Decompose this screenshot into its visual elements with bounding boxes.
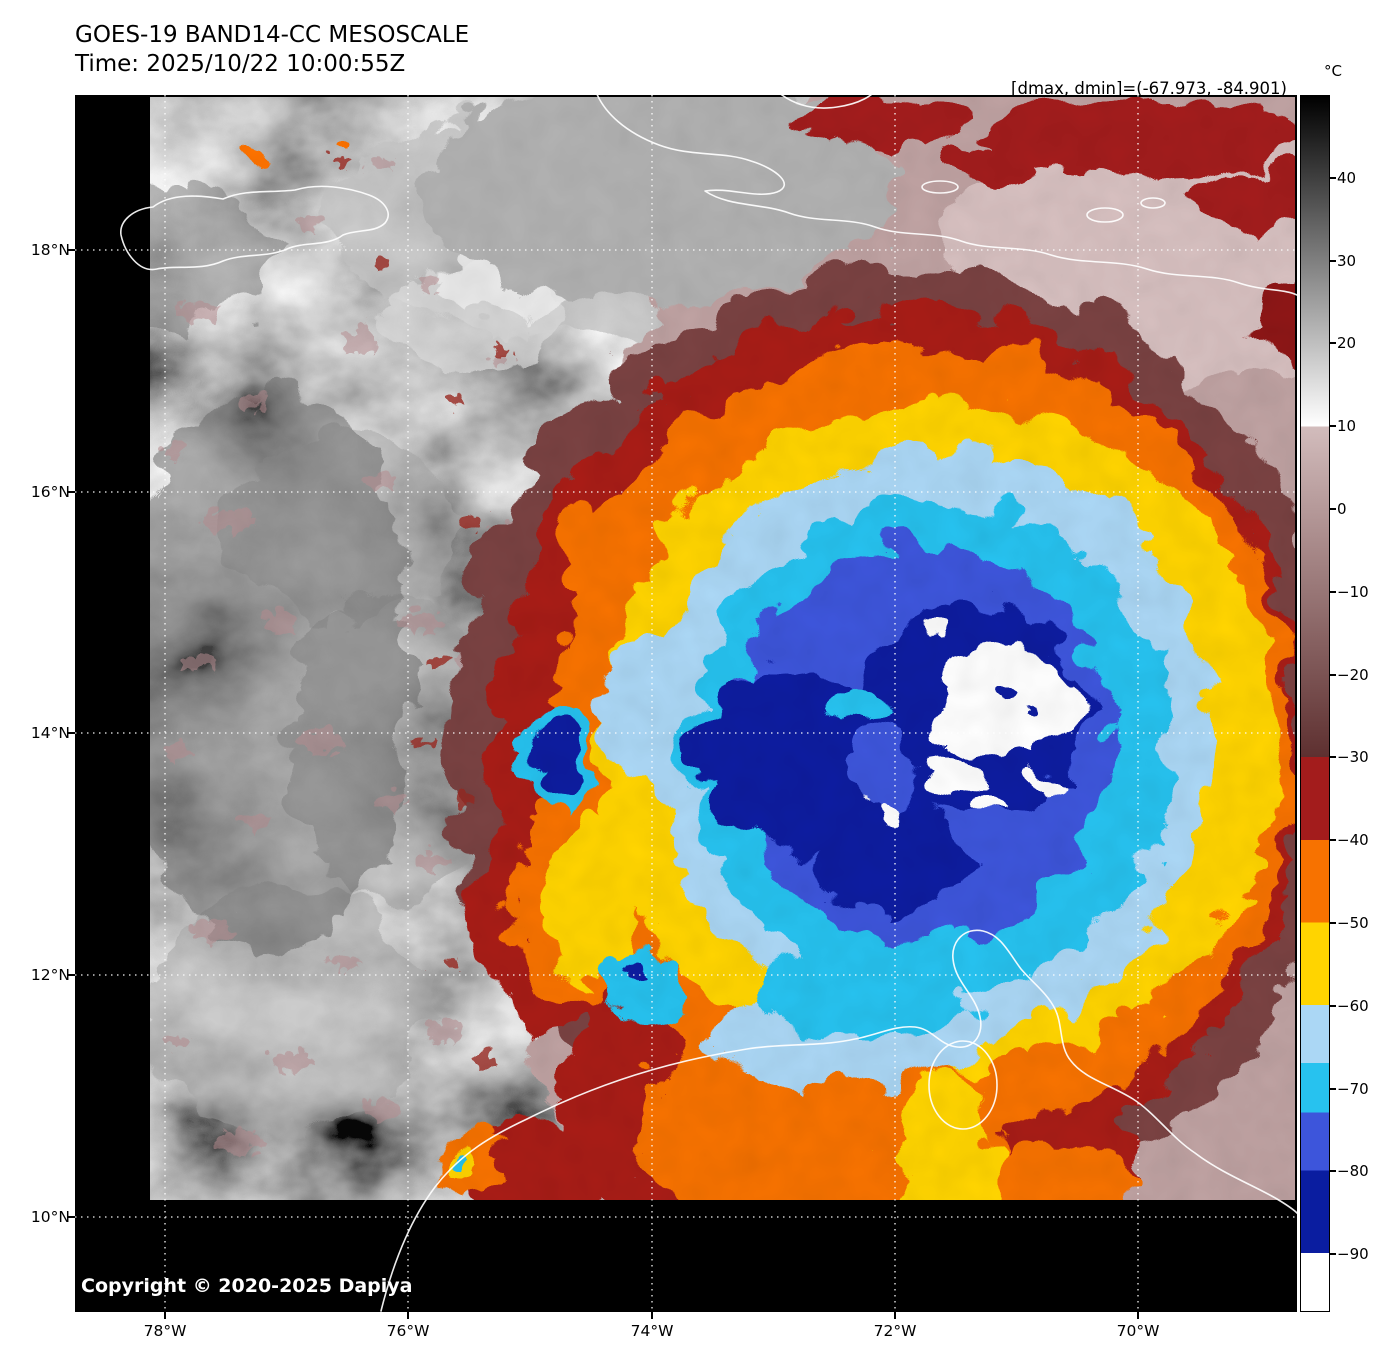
graticule-grid: [75, 95, 1297, 1312]
colorbar-tick: 20: [1328, 334, 1357, 352]
lat-label: 10°N: [30, 1208, 70, 1226]
lat-tick: [68, 732, 75, 734]
coastline-south-america: [380, 929, 1297, 1312]
lon-label: 70°W: [1116, 1322, 1160, 1340]
lon-tick: [164, 1312, 166, 1319]
temperature-colorbar: [1300, 95, 1330, 1312]
lon-label: 76°W: [386, 1322, 430, 1340]
lon-tick: [407, 1312, 409, 1319]
colorbar-tick: −90: [1329, 1245, 1369, 1263]
timestamp: Time: 2025/10/22 10:00:55Z: [75, 51, 406, 77]
coastline-cuba-tip: [780, 95, 872, 109]
colorbar-unit-label: °C: [1324, 62, 1342, 80]
colorbar-tick: 10: [1328, 417, 1357, 435]
coastline-jamaica: [120, 185, 389, 271]
gonave-island: [921, 180, 959, 194]
lat-tick: [68, 974, 75, 976]
colorbar-tick: 0: [1329, 500, 1347, 518]
page-title: GOES-19 BAND14-CC MESOSCALE: [75, 22, 470, 48]
colorbar-tick: −30: [1329, 748, 1369, 766]
satellite-image: [75, 95, 1297, 1312]
lat-label: 12°N: [30, 966, 70, 984]
satellite-map-panel: Copyright © 2020-2025 Dapiya: [75, 95, 1297, 1312]
colorbar-tick: −80: [1329, 1162, 1369, 1180]
lat-tick: [68, 1216, 75, 1218]
coastline-hispaniola: [596, 95, 1297, 296]
coastlines: [120, 95, 1297, 1312]
lon-tick: [651, 1312, 653, 1319]
dmax-dmin-readout: [dmax, dmin]=(-67.973, -84.901): [1011, 79, 1287, 98]
lake-azuei: [1140, 197, 1166, 209]
copyright-watermark: Copyright © 2020-2025 Dapiya: [81, 1275, 413, 1297]
lake-maracaibo: [928, 1040, 998, 1130]
colorbar-tick: −70: [1329, 1080, 1369, 1098]
lon-label: 78°W: [143, 1322, 187, 1340]
lon-label: 74°W: [630, 1322, 674, 1340]
colorbar-tick: −10: [1329, 583, 1369, 601]
lat-label: 14°N: [30, 724, 70, 742]
colorbar-tick: −50: [1329, 914, 1369, 932]
lon-tick: [894, 1312, 896, 1319]
lake-enriquillo: [1086, 207, 1124, 223]
colorbar-tick: −20: [1329, 666, 1369, 684]
lon-tick: [1137, 1312, 1139, 1319]
lat-tick: [68, 491, 75, 493]
lat-label: 18°N: [30, 241, 70, 259]
colorbar-tick: −60: [1329, 997, 1369, 1015]
lon-label: 72°W: [873, 1322, 917, 1340]
lat-tick: [68, 249, 75, 251]
colorbar-tick: −40: [1329, 831, 1369, 849]
colorbar-tick: 40: [1328, 169, 1357, 187]
colorbar-tick: 30: [1328, 252, 1357, 270]
lat-label: 16°N: [30, 483, 70, 501]
satellite-data-layer: [150, 97, 1295, 1200]
